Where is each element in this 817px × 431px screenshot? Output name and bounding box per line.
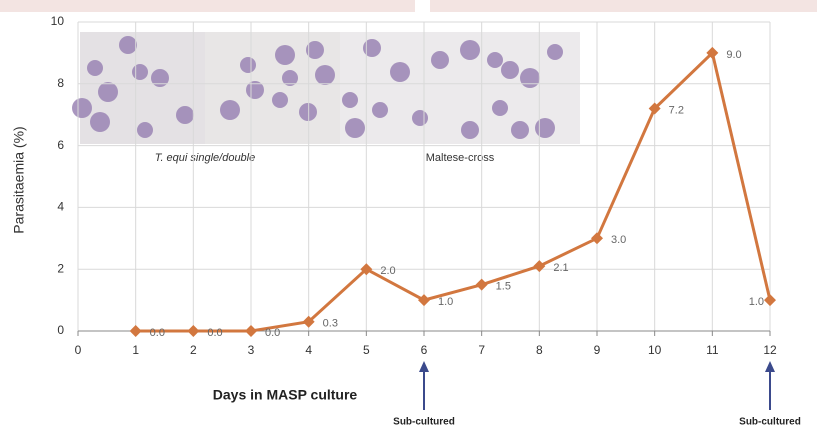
arrow-head	[419, 361, 429, 372]
marker	[764, 294, 776, 306]
cell	[132, 64, 148, 80]
cell	[299, 103, 317, 121]
annotation: Sub-cultured	[393, 417, 455, 428]
y-tick-label: 0	[57, 323, 64, 337]
top-strip	[0, 0, 415, 12]
x-tick-label: 9	[594, 343, 601, 357]
marker	[130, 325, 142, 337]
cell	[460, 40, 480, 60]
cell	[90, 112, 110, 132]
data-label: 3.0	[611, 234, 626, 246]
annotation: Sub-cultured	[739, 417, 801, 428]
cell	[520, 68, 540, 88]
cell	[511, 121, 529, 139]
cell	[342, 92, 358, 108]
cell	[547, 44, 563, 60]
top-strip	[430, 0, 817, 12]
x-tick-label: 2	[190, 343, 197, 357]
x-tick-label: 1	[132, 343, 139, 357]
marker	[533, 260, 545, 272]
x-axis-label: Days in MASP culture	[213, 387, 358, 403]
cell	[363, 39, 381, 57]
marker	[187, 325, 199, 337]
x-tick-label: 12	[763, 343, 777, 357]
cell	[98, 82, 118, 102]
marker	[476, 279, 488, 291]
cell	[412, 110, 428, 126]
cell	[431, 51, 449, 69]
cell	[487, 52, 503, 68]
y-axis-label: Parasitaemia (%)	[11, 126, 27, 233]
y-tick-label: 2	[57, 261, 64, 275]
x-tick-label: 5	[363, 343, 370, 357]
cell	[72, 98, 92, 118]
cell	[461, 121, 479, 139]
cell	[535, 118, 555, 138]
arrow-head	[765, 361, 775, 372]
cell	[345, 118, 365, 138]
chart: T. equi single/double Maltese-cross Para…	[0, 0, 817, 431]
cell	[275, 45, 295, 65]
x-tick-label: 6	[421, 343, 428, 357]
cell	[492, 100, 508, 116]
cell	[176, 106, 194, 124]
data-label: 1.0	[438, 296, 453, 308]
data-label: 0.0	[150, 327, 165, 339]
y-tick-label: 6	[57, 138, 64, 152]
y-tick-label: 4	[57, 200, 64, 214]
y-tick-label: 8	[57, 76, 64, 90]
cell	[137, 122, 153, 138]
data-label: 1.5	[496, 281, 511, 293]
cell	[390, 62, 410, 82]
x-tick-label: 8	[536, 343, 543, 357]
marker	[245, 325, 257, 337]
cell	[220, 100, 240, 120]
data-label: 7.2	[669, 104, 684, 116]
micrograph-inset	[72, 32, 580, 144]
data-label: 2.0	[380, 265, 395, 277]
data-label: 0.0	[265, 327, 280, 339]
y-tick-label: 10	[51, 14, 65, 28]
x-tick-label: 7	[478, 343, 485, 357]
data-label: 9.0	[726, 49, 741, 61]
cell	[272, 92, 288, 108]
cell	[240, 57, 256, 73]
cell	[372, 102, 388, 118]
x-tick-label: 4	[305, 343, 312, 357]
data-label: 1.0	[749, 296, 764, 308]
x-tick-label: 0	[75, 343, 82, 357]
marker	[418, 294, 430, 306]
image-caption: Maltese-cross	[426, 152, 495, 164]
cell	[119, 36, 137, 54]
cell	[501, 61, 519, 79]
data-label: 2.1	[553, 262, 568, 274]
cell	[87, 60, 103, 76]
image-caption: T. equi single/double	[155, 152, 256, 164]
data-label: 0.0	[207, 327, 222, 339]
x-tick-label: 11	[706, 343, 719, 357]
data-label: 0.3	[323, 318, 338, 330]
marker	[591, 232, 603, 244]
x-tick-label: 10	[648, 343, 662, 357]
x-tick-label: 3	[248, 343, 255, 357]
cell	[315, 65, 335, 85]
